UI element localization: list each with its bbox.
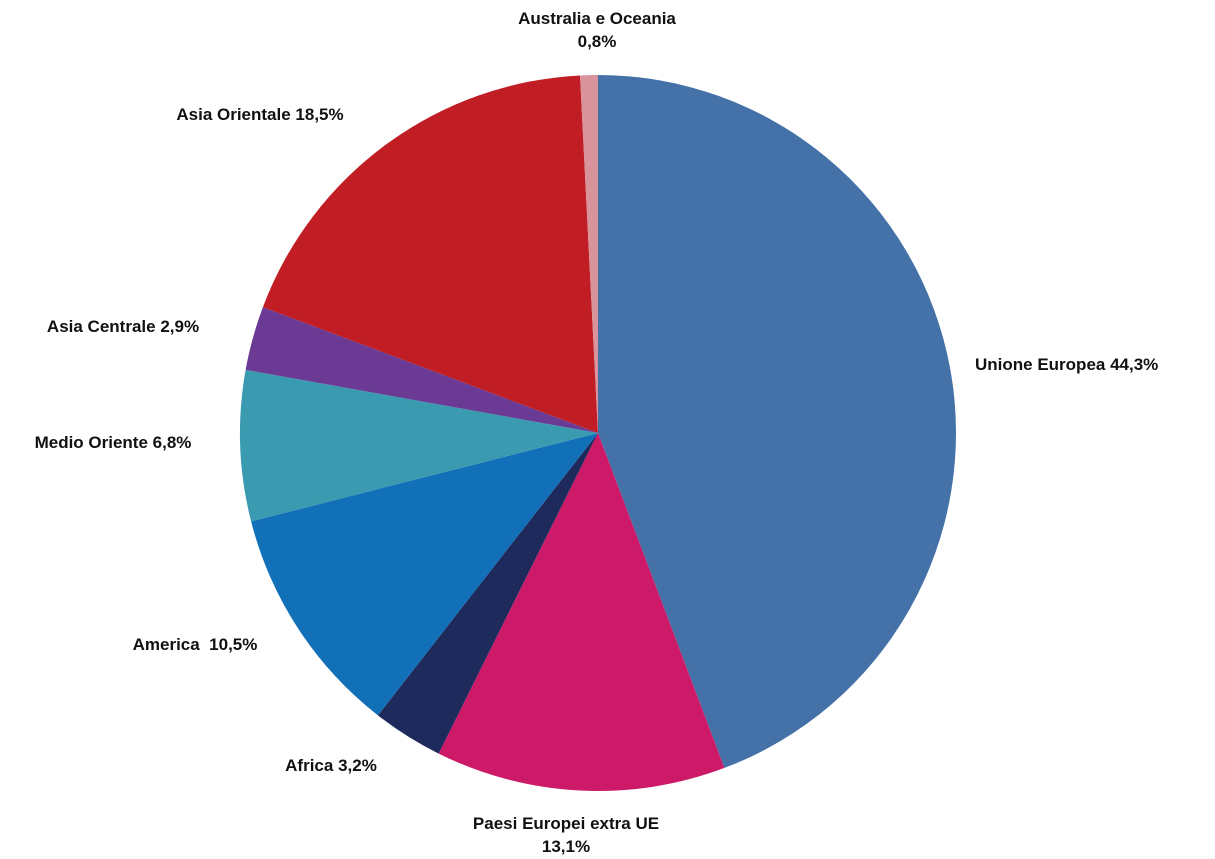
slice-label: Asia Centrale 2,9%	[47, 317, 199, 336]
value-label: 10,5%	[209, 635, 257, 654]
value-label: 18,5%	[295, 105, 343, 124]
slice-label: Asia Orientale 18,5%	[176, 105, 343, 124]
slice-label: Australia e Oceania 0,8%	[518, 9, 676, 51]
category-name: Australia e Oceania	[518, 9, 676, 28]
slice-label: Africa 3,2%	[285, 756, 377, 775]
pie-slice	[240, 369, 598, 522]
pie-slice	[245, 307, 598, 433]
value-label: 6,8%	[153, 433, 192, 452]
slice-label: Unione Europea 44,3%	[975, 355, 1158, 374]
pie-slice	[262, 75, 598, 433]
pie-slice	[438, 433, 725, 791]
category-name: Paesi Europei extra UE	[473, 814, 659, 833]
value-label: 2,9%	[160, 317, 199, 336]
category-name: Medio Oriente	[35, 433, 148, 452]
value-label: 13,1%	[542, 837, 590, 856]
pie-slice	[251, 433, 598, 716]
value-label: 0,8%	[578, 32, 617, 51]
pie-slice	[580, 75, 598, 433]
value-label: 44,3%	[1110, 355, 1158, 374]
category-name: Africa	[285, 756, 334, 775]
pie-slice	[377, 433, 598, 754]
slice-label: Paesi Europei extra UE 13,1%	[473, 814, 659, 856]
category-name: Unione Europea	[975, 355, 1106, 374]
category-name: America	[133, 635, 205, 654]
category-name: Asia Orientale	[176, 105, 290, 124]
category-name: Asia Centrale	[47, 317, 156, 336]
slice-label: America 10,5%	[133, 635, 258, 654]
slice-label: Medio Oriente 6,8%	[35, 433, 192, 452]
pie-slice	[598, 75, 956, 768]
value-label: 3,2%	[338, 756, 377, 775]
